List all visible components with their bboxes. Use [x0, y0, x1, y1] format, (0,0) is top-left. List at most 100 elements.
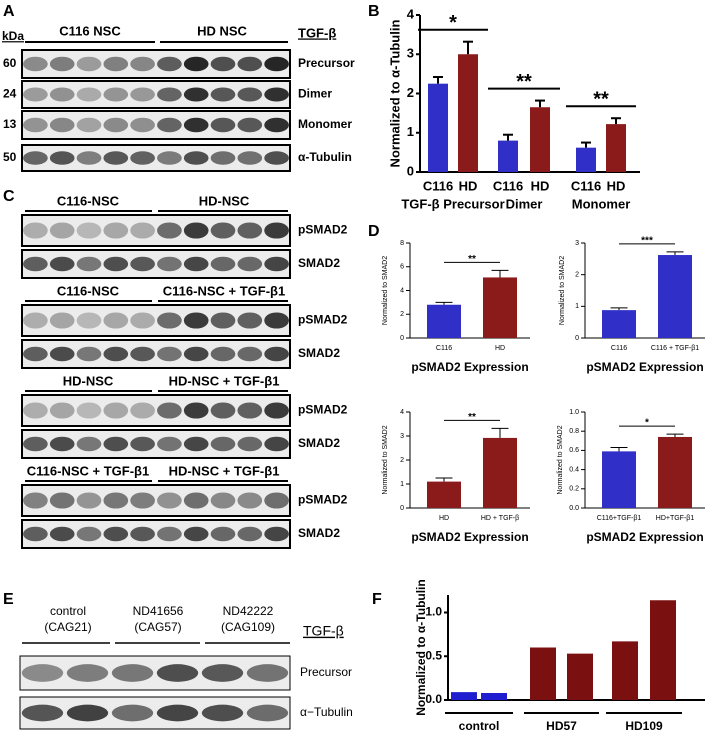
bar — [606, 124, 626, 172]
blot-band — [210, 256, 236, 272]
blot-band — [237, 256, 263, 272]
blot-band — [21, 704, 64, 722]
blot-band — [264, 117, 289, 133]
unit-label: kDa — [2, 29, 24, 43]
blot-band — [130, 87, 155, 102]
bar — [658, 255, 692, 338]
blot-band — [76, 117, 102, 133]
blot-band — [111, 664, 154, 682]
blot-band — [76, 492, 102, 509]
group-label: C116-NSC — [57, 283, 120, 298]
row-label: SMAD2 — [298, 256, 340, 270]
blot-band — [157, 346, 182, 362]
significance-label: ** — [516, 71, 532, 93]
lane-label: (CAG21) — [44, 620, 91, 634]
y-axis-label: Normalized to α-Tubulin — [387, 20, 402, 168]
x-tick-label: C116 — [611, 345, 627, 352]
blot-band — [210, 526, 236, 542]
x-tick-label: HD — [439, 515, 449, 522]
blot-band — [201, 704, 244, 722]
lane-label: ND42222 — [223, 604, 274, 618]
y-tick-label: 0.0 — [425, 692, 442, 706]
blot-band — [237, 492, 263, 509]
blot-band — [183, 56, 209, 72]
row-label: pSMAD2 — [298, 313, 348, 327]
blot-band — [264, 87, 289, 102]
blot-band — [210, 56, 236, 72]
blot-band — [246, 664, 289, 682]
y-tick-label: 0.8 — [569, 428, 579, 435]
blot-band — [23, 117, 48, 133]
y-tick-label: 2 — [400, 311, 404, 318]
blot-band — [237, 402, 263, 419]
blot-band — [157, 87, 182, 102]
blot-band — [130, 402, 155, 419]
blot-band — [130, 526, 155, 542]
row-label: α-Tubulin — [298, 150, 352, 164]
row-label: Dimer — [298, 87, 332, 101]
bar — [481, 693, 507, 700]
y-tick-label: 2 — [400, 457, 404, 464]
y-tick-label: 0.4 — [569, 466, 579, 473]
significance-label: ** — [468, 254, 476, 265]
blot-band — [237, 222, 263, 239]
blot-band — [23, 151, 48, 165]
y-tick-label: 1 — [400, 481, 404, 488]
blot-band — [210, 87, 236, 102]
treatment-label: TGF-β — [298, 25, 336, 40]
significance-label: ** — [468, 412, 476, 423]
blot-band — [183, 256, 209, 272]
blot-band — [130, 117, 155, 133]
blot-band — [264, 56, 289, 72]
blot-band — [49, 492, 75, 509]
blot-strip — [19, 655, 291, 691]
blot-band — [157, 256, 182, 272]
blot-band — [130, 346, 155, 362]
blot-band — [237, 117, 263, 133]
blot-band — [76, 222, 102, 239]
significance-label: ** — [593, 89, 609, 111]
blot-band — [210, 402, 236, 419]
blot-band — [183, 151, 209, 165]
bar — [567, 653, 593, 700]
blot-band — [49, 346, 75, 362]
group-label: Monomer — [572, 196, 631, 211]
y-tick-label: 0 — [400, 335, 404, 342]
blot-band — [23, 436, 48, 452]
y-tick-label: 2 — [407, 85, 414, 100]
blot-band — [130, 256, 155, 272]
blot-band — [210, 117, 236, 133]
kda-label: 60 — [3, 56, 17, 70]
bar — [602, 310, 636, 338]
y-tick-label: 1 — [575, 303, 579, 310]
blot-band — [264, 256, 289, 272]
panel-label: A — [3, 3, 15, 20]
group-label: HD NSC — [197, 23, 247, 38]
y-tick-label: 6 — [400, 264, 404, 271]
chart-title: pSMAD2 Expression — [586, 530, 703, 544]
x-tick-label: HD — [607, 178, 626, 193]
blot-band — [130, 56, 155, 72]
y-tick-label: 3 — [407, 46, 414, 61]
bar — [458, 54, 478, 172]
blot-band — [130, 312, 155, 329]
group-label: HD109 — [625, 719, 663, 733]
row-label: Monomer — [298, 117, 352, 131]
x-tick-label: C116 — [423, 178, 453, 193]
blot-band — [103, 87, 129, 102]
blot-band — [210, 346, 236, 362]
y-tick-label: 3 — [575, 240, 579, 247]
blot-band — [49, 87, 75, 102]
lane-label: (CAG109) — [221, 620, 275, 634]
group-label: HD-NSC + TGF-β1 — [169, 373, 280, 388]
y-tick-label: 0 — [575, 335, 579, 342]
kda-label: 50 — [3, 150, 17, 164]
blot-band — [183, 492, 209, 509]
blot-band — [156, 664, 199, 682]
blot-band — [210, 492, 236, 509]
bar — [483, 277, 517, 338]
y-axis-label: Normalized to SMAD2 — [557, 425, 564, 494]
group-label: HD-NSC — [199, 193, 250, 208]
bar — [658, 436, 692, 508]
panel-label: C — [3, 188, 15, 205]
